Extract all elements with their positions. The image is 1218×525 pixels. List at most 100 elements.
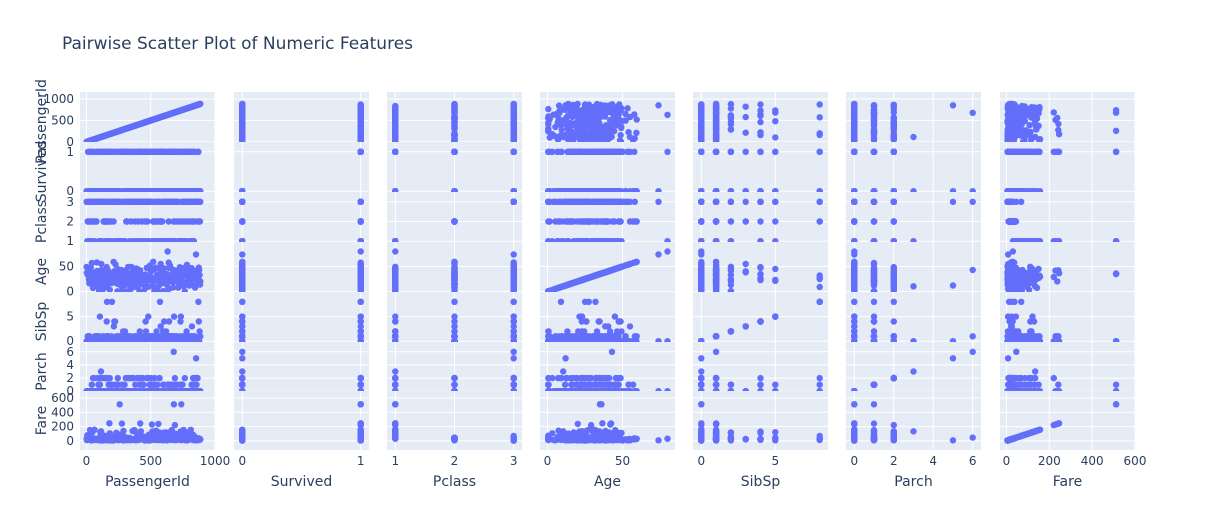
data-point xyxy=(170,198,177,205)
data-point xyxy=(357,111,364,119)
data-point xyxy=(757,101,764,108)
data-point xyxy=(949,102,957,109)
data-point xyxy=(772,118,779,125)
data-point xyxy=(742,103,749,110)
panel-passengerid-vs-pclass xyxy=(387,92,522,151)
data-point xyxy=(851,148,858,155)
data-point xyxy=(1112,107,1120,114)
data-point xyxy=(557,131,565,139)
data-point xyxy=(392,127,399,134)
data-point xyxy=(581,101,589,108)
data-point xyxy=(727,148,735,155)
data-point xyxy=(1112,148,1120,155)
data-point xyxy=(890,101,897,109)
data-point xyxy=(712,109,720,117)
data-point xyxy=(164,148,171,155)
data-point xyxy=(93,218,100,225)
data-point xyxy=(164,111,171,119)
data-point xyxy=(698,127,705,134)
data-point xyxy=(890,131,897,139)
data-point xyxy=(565,100,572,108)
data-point xyxy=(178,148,185,155)
data-point xyxy=(609,101,616,108)
data-point xyxy=(144,218,151,225)
data-point xyxy=(239,131,246,139)
data-point xyxy=(772,134,779,141)
data-point xyxy=(1018,102,1026,110)
data-point xyxy=(816,148,823,155)
data-point xyxy=(698,111,705,119)
data-point xyxy=(742,148,749,155)
data-point xyxy=(625,129,632,136)
data-point xyxy=(103,131,111,139)
data-point xyxy=(545,148,552,155)
data-point xyxy=(1004,102,1012,109)
data-point xyxy=(159,218,166,225)
panel-passengerid-vs-survived xyxy=(234,92,369,151)
data-point xyxy=(596,148,604,155)
data-point xyxy=(110,218,117,225)
data-point xyxy=(890,148,897,155)
data-point xyxy=(170,148,178,155)
data-point xyxy=(357,101,364,108)
data-point xyxy=(593,100,601,108)
data-point xyxy=(510,131,517,139)
data-point xyxy=(1036,148,1043,155)
data-point xyxy=(589,148,596,155)
data-point xyxy=(570,148,577,155)
data-point xyxy=(712,100,720,108)
data-point xyxy=(510,148,517,155)
data-point xyxy=(698,102,705,109)
data-point xyxy=(910,133,917,141)
data-point xyxy=(631,148,638,155)
data-point xyxy=(195,148,202,155)
data-point xyxy=(631,111,638,118)
data-point xyxy=(170,109,177,117)
data-point xyxy=(1054,114,1061,122)
data-point xyxy=(545,105,552,113)
data-point xyxy=(1112,127,1120,134)
panel-passengerid-vs-passengerid xyxy=(80,92,216,151)
data-point xyxy=(772,148,779,155)
data-point xyxy=(851,111,858,119)
data-point xyxy=(655,102,662,109)
data-point xyxy=(451,148,458,155)
data-point xyxy=(816,131,823,139)
data-point xyxy=(510,109,517,117)
data-point xyxy=(239,102,246,109)
data-point xyxy=(1013,109,1020,117)
data-point xyxy=(1009,148,1017,155)
chart-title: Pairwise Scatter Plot of Numeric Feature… xyxy=(62,34,414,54)
data-point xyxy=(555,102,563,109)
data-point xyxy=(116,127,123,134)
data-point xyxy=(357,127,364,134)
data-point xyxy=(757,107,764,114)
data-point xyxy=(581,148,589,155)
data-point xyxy=(851,102,858,109)
data-point xyxy=(664,148,671,155)
data-point xyxy=(1050,148,1058,155)
data-point xyxy=(742,113,749,121)
data-point xyxy=(357,148,364,155)
data-point xyxy=(596,127,604,134)
data-point xyxy=(510,102,517,109)
data-point xyxy=(624,105,631,112)
data-point xyxy=(116,148,123,155)
data-point xyxy=(103,198,111,205)
data-point xyxy=(772,107,779,114)
data-point xyxy=(357,107,364,114)
data-point xyxy=(554,148,561,155)
data-point xyxy=(870,148,878,155)
data-point xyxy=(196,218,204,225)
data-point xyxy=(757,118,764,126)
data-point xyxy=(239,109,246,117)
data-point xyxy=(1055,126,1062,134)
data-point xyxy=(1036,103,1043,111)
data-point xyxy=(816,101,823,108)
data-point xyxy=(617,131,624,139)
data-point xyxy=(816,114,823,121)
data-point xyxy=(742,129,749,136)
data-point xyxy=(392,148,399,155)
data-point xyxy=(727,100,735,108)
